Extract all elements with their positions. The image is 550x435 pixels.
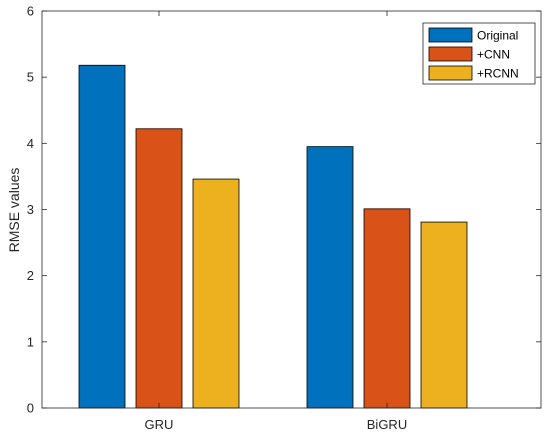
bar-gru-original xyxy=(78,64,126,409)
legend-label: +CNN xyxy=(477,48,510,62)
y-tick-label: 1 xyxy=(27,334,34,349)
y-tick-label: 5 xyxy=(27,70,34,85)
x-tick-label: BiGRU xyxy=(367,417,407,432)
y-tick-label: 0 xyxy=(27,401,34,416)
legend-swatch xyxy=(428,65,473,81)
legend: Original +CNN +RCNN xyxy=(422,22,536,85)
legend-swatch xyxy=(428,46,473,62)
axes-group: 0 1 2 3 4 5 6 GRU BiGRU xyxy=(27,4,542,432)
bar-gru-rcnn xyxy=(192,178,240,409)
bar-bigru-original xyxy=(306,146,354,409)
bar-bigru-cnn xyxy=(363,208,411,409)
legend-label: +RCNN xyxy=(477,67,519,81)
y-tick-label: 3 xyxy=(27,202,34,217)
y-tick-label: 6 xyxy=(27,4,34,19)
bar-bigru-rcnn xyxy=(420,221,468,409)
legend-swatch xyxy=(428,27,473,43)
y-tick-label: 2 xyxy=(27,268,34,283)
bar-gru-cnn xyxy=(135,128,183,409)
legend-label: Original xyxy=(477,29,518,43)
y-axis-title: RMSE values xyxy=(6,168,22,253)
y-tick-label: 4 xyxy=(27,136,34,151)
x-tick-label: GRU xyxy=(145,417,174,432)
bars-group xyxy=(78,64,468,409)
